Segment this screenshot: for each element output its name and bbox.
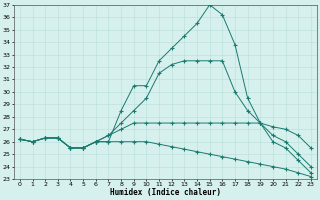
X-axis label: Humidex (Indice chaleur): Humidex (Indice chaleur) (110, 188, 221, 197)
